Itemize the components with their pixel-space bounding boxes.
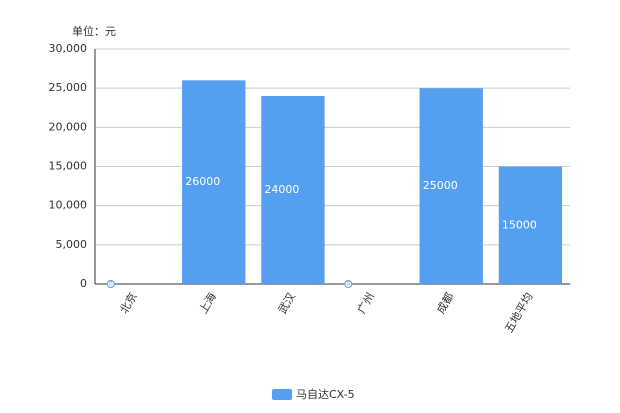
bar xyxy=(261,96,325,284)
x-tick-label: 广州 xyxy=(355,291,377,317)
y-tick-label: 5,000 xyxy=(56,238,88,251)
data-label: 0 xyxy=(346,281,350,288)
data-label: 0 xyxy=(109,281,113,288)
x-tick-label: 武汉 xyxy=(276,291,298,317)
x-tick-label: 上海 xyxy=(196,290,219,316)
data-label: 15000 xyxy=(502,218,537,231)
y-tick-label: 0 xyxy=(80,277,87,290)
bar xyxy=(419,88,483,285)
x-tick-label: 五地平均 xyxy=(502,291,535,336)
data-label-bg xyxy=(344,280,353,288)
unit-label: 单位：元 xyxy=(72,24,116,38)
data-label-bg xyxy=(106,280,115,288)
x-tick-label: 北京 xyxy=(117,290,140,316)
y-tick-label: 10,000 xyxy=(49,199,88,212)
y-tick-label: 20,000 xyxy=(49,120,88,133)
legend-label[interactable]: 马自达CX-5 xyxy=(296,388,355,401)
data-label: 26000 xyxy=(185,175,220,188)
data-label: 25000 xyxy=(423,179,458,192)
bar xyxy=(498,166,563,284)
x-tick-label: 成都 xyxy=(434,291,456,317)
y-tick-label: 30,000 xyxy=(49,42,88,55)
y-tick-label: 25,000 xyxy=(49,81,88,94)
data-label: 24000 xyxy=(264,183,299,196)
y-tick-label: 15,000 xyxy=(49,160,88,173)
legend-swatch[interactable] xyxy=(272,389,292,400)
bar xyxy=(182,80,246,284)
